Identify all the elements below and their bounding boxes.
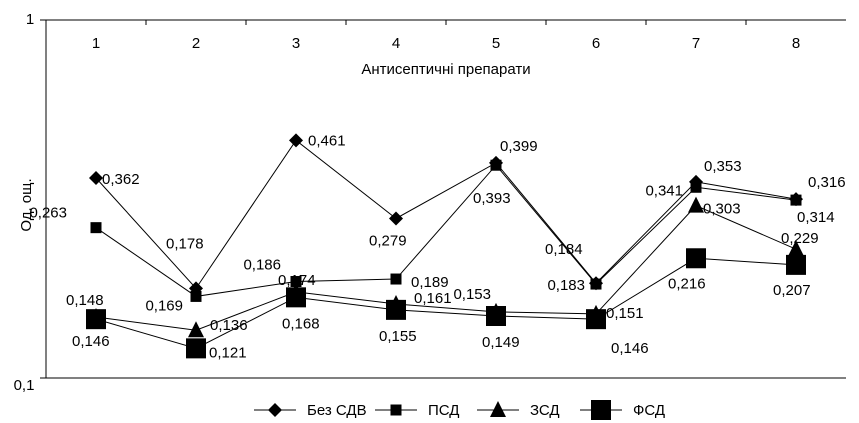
data-label-zsd-3: 0,174	[278, 272, 316, 289]
marker-bez-sdv-3	[289, 133, 303, 148]
series-line-bez-sdv	[95, 139, 797, 290]
marker-fsd-2	[186, 338, 206, 359]
data-label-bez-sdv-6: 0,184	[545, 241, 583, 258]
data-label-bez-sdv-3: 0,461	[308, 132, 346, 149]
series-lines	[95, 139, 797, 349]
y-tick-label-bottom: 0,1	[14, 377, 35, 394]
data-label-psd-4: 0,189	[411, 274, 449, 291]
data-label-fsd-8: 0,207	[773, 282, 811, 299]
data-label-psd-5: 0,393	[473, 190, 511, 207]
legend-label: Без СДВ	[307, 402, 367, 419]
legend-label: ПСД	[428, 402, 459, 419]
marker-bez-sdv-4	[389, 211, 403, 226]
marker-fsd-3	[286, 287, 306, 308]
marker-psd-6	[590, 278, 602, 290]
x-tick-label: 5	[492, 35, 500, 52]
data-label-bez-sdv-2: 0,178	[166, 235, 204, 252]
marker-fsd-6	[586, 309, 606, 330]
data-label-zsd-5: 0,153	[453, 286, 491, 303]
x-ticks: 1 2 3 4 5 6 7 8	[92, 20, 800, 52]
legend-marker	[268, 403, 282, 417]
data-labels: 0,362 0,178 0,461 0,279 0,399 0,184 0,353 0,316…	[29, 132, 845, 361]
x-tick-label: 7	[692, 35, 700, 52]
data-label-bez-sdv-7: 0,353	[704, 158, 742, 175]
marker-psd-3	[290, 276, 302, 288]
x-tick-label: 8	[792, 35, 800, 52]
marker-psd-8	[790, 194, 802, 206]
marker-psd-1	[90, 222, 102, 234]
marker-zsd-8	[788, 240, 804, 257]
legend-label: ФСД	[633, 402, 665, 419]
data-label-fsd-6: 0,146	[611, 340, 649, 357]
x-tick-label: 1	[92, 35, 100, 52]
x-tick-label: 4	[392, 35, 400, 52]
x-tick-label: 6	[592, 35, 600, 52]
marker-psd-5	[490, 159, 502, 171]
marker-fsd-4	[386, 299, 406, 320]
x-axis-title: Антисептичні препарати	[361, 61, 530, 78]
marker-fsd-1	[86, 309, 106, 330]
data-label-psd-7: 0,341	[645, 182, 683, 199]
data-label-fsd-5: 0,149	[482, 334, 520, 351]
marker-fsd-7	[686, 248, 706, 269]
marker-bez-sdv-1	[89, 170, 103, 185]
x-tick-label: 3	[292, 35, 300, 52]
legend-item-psd: ПСД	[375, 402, 459, 419]
data-label-bez-sdv-1: 0,362	[102, 171, 140, 188]
legend-item-bez-sdv: Без СДВ	[254, 402, 367, 419]
data-label-fsd-3: 0,168	[282, 315, 320, 332]
data-label-psd-8: 0,314	[797, 209, 835, 226]
series-line-zsd	[95, 205, 797, 331]
data-label-zsd-2: 0,136	[210, 317, 248, 334]
marker-psd-7	[690, 181, 702, 193]
x-tick-label: 2	[192, 35, 200, 52]
data-label-fsd-4: 0,155	[379, 328, 417, 345]
series-markers	[86, 133, 806, 359]
series-line-fsd	[95, 257, 797, 349]
legend-label: ЗСД	[530, 402, 560, 419]
legend-item-zsd: ЗСД	[477, 401, 560, 419]
data-label-bez-sdv-5: 0,399	[500, 138, 538, 155]
data-label-zsd-7: 0,303	[703, 201, 741, 218]
data-label-fsd-2: 0,121	[209, 344, 247, 361]
y-axis-title: Од. ощ.	[18, 178, 35, 231]
marker-fsd-5	[486, 305, 506, 326]
data-label-psd-3: 0,186	[243, 257, 281, 274]
axes: 1 0,1 Од. ощ. Антисептичні препарати	[14, 11, 846, 394]
series-line-psd	[95, 164, 797, 297]
data-label-zsd-8: 0,229	[781, 230, 819, 247]
data-label-zsd-1: 0,148	[66, 292, 104, 309]
data-label-bez-sdv-8: 0,316	[808, 174, 846, 191]
marker-psd-2	[190, 290, 202, 302]
data-label-zsd-6: 0,151	[606, 305, 644, 322]
legend-marker	[390, 404, 402, 416]
legend-item-fsd: ФСД	[580, 400, 665, 420]
marker-fsd-8	[786, 254, 806, 275]
data-label-psd-1: 0,263	[29, 205, 67, 222]
legend-marker	[490, 401, 506, 417]
data-label-fsd-1: 0,146	[72, 333, 110, 350]
marker-zsd-2	[188, 321, 204, 338]
marker-psd-4	[390, 273, 402, 285]
legend: Без СДВ ПСД ЗСД ФСД	[254, 400, 665, 420]
legend-marker	[591, 400, 611, 420]
marker-zsd-7	[688, 196, 704, 213]
data-label-zsd-4: 0,161	[414, 290, 452, 307]
data-label-psd-6: 0,183	[547, 277, 585, 294]
data-label-fsd-7: 0,216	[668, 275, 706, 292]
data-label-psd-2: 0,169	[145, 297, 183, 314]
y-tick-label-top: 1	[26, 11, 34, 28]
data-label-bez-sdv-4: 0,279	[369, 232, 407, 249]
